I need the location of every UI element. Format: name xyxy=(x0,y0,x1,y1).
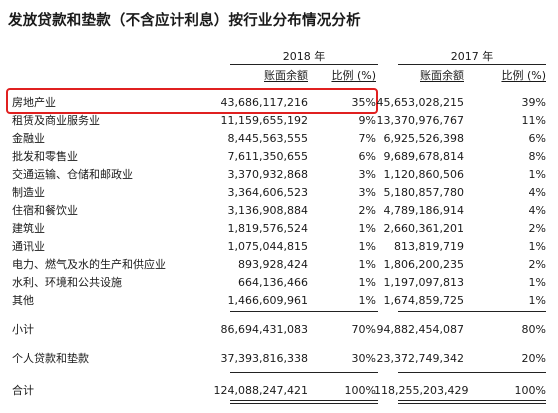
total-rule-2018 xyxy=(230,372,378,373)
subtotal-rule-2017 xyxy=(398,311,546,312)
row-label: 通讯业 xyxy=(12,240,45,253)
year-2018-rule xyxy=(230,64,378,65)
col-balance-2017: 账面余额 xyxy=(420,69,464,82)
balance-2018: 3,136,908,884 xyxy=(227,204,308,217)
ratio-2017: 1% xyxy=(528,240,546,253)
balance-2018: 1,466,609,961 xyxy=(227,294,308,307)
balance-2018: 1,075,044,815 xyxy=(227,240,308,253)
row-label: 交通运输、仓储和邮政业 xyxy=(12,168,133,181)
balance-2018: 11,159,655,192 xyxy=(220,114,308,127)
row-label: 租赁及商业服务业 xyxy=(12,114,100,127)
balance-2018: 124,088,247,421 xyxy=(213,384,308,397)
row-label: 电力、燃气及水的生产和供应业 xyxy=(12,258,166,271)
row-label: 住宿和餐饮业 xyxy=(12,204,78,217)
ratio-2017: 4% xyxy=(528,204,546,217)
ratio-2017: 1% xyxy=(528,168,546,181)
ratio-2017: 39% xyxy=(521,96,546,109)
balance-2018: 664,136,466 xyxy=(238,276,308,289)
total-double-rule-2018-b xyxy=(230,403,378,404)
total-double-rule-2017-b xyxy=(398,403,546,404)
ratio-2018: 30% xyxy=(351,352,376,365)
balance-2017: 1,120,860,506 xyxy=(383,168,464,181)
ratio-2017: 1% xyxy=(528,276,546,289)
row-label: 金融业 xyxy=(12,132,45,145)
balance-2018: 1,819,576,524 xyxy=(227,222,308,235)
row-label: 个人贷款和垫款 xyxy=(12,352,89,365)
balance-2017: 9,689,678,814 xyxy=(383,150,464,163)
total-double-rule-2018-a xyxy=(230,400,378,401)
balance-2018: 8,445,563,555 xyxy=(227,132,308,145)
year-2017-header: 2017 年 xyxy=(450,50,494,63)
year-2017-rule xyxy=(398,64,546,65)
ratio-2017: 100% xyxy=(514,384,546,397)
ratio-2017: 11% xyxy=(521,114,546,127)
row-label: 制造业 xyxy=(12,186,45,199)
ratio-2018: 70% xyxy=(351,323,376,336)
balance-2018: 893,928,424 xyxy=(238,258,308,271)
balance-2017: 1,806,200,235 xyxy=(383,258,464,271)
balance-2018: 3,364,606,523 xyxy=(227,186,308,199)
balance-2018: 7,611,350,655 xyxy=(227,150,308,163)
ratio-2018: 1% xyxy=(358,276,376,289)
total-double-rule-2017-a xyxy=(398,400,546,401)
ratio-2017: 6% xyxy=(528,132,546,145)
balance-2017: 23,372,749,342 xyxy=(376,352,464,365)
ratio-2017: 2% xyxy=(528,222,546,235)
balance-2018: 43,686,117,216 xyxy=(220,96,308,109)
ratio-2018: 100% xyxy=(344,384,376,397)
ratio-2018: 2% xyxy=(358,204,376,217)
col-ratio-2017: 比例 (%) xyxy=(501,69,546,82)
ratio-2018: 1% xyxy=(358,294,376,307)
ratio-2017: 2% xyxy=(528,258,546,271)
ratio-2018: 1% xyxy=(358,222,376,235)
ratio-2018: 7% xyxy=(358,132,376,145)
balance-2017: 1,674,859,725 xyxy=(383,294,464,307)
ratio-2018: 9% xyxy=(358,114,376,127)
ratio-2017: 80% xyxy=(521,323,546,336)
balance-2017: 45,653,028,215 xyxy=(376,96,464,109)
balance-2018: 86,694,431,083 xyxy=(220,323,308,336)
row-label: 批发和零售业 xyxy=(12,150,78,163)
balance-2018: 3,370,932,868 xyxy=(227,168,308,181)
ratio-2017: 20% xyxy=(521,352,546,365)
row-label: 小计 xyxy=(12,323,34,336)
ratio-2017: 4% xyxy=(528,186,546,199)
total-rule-2017 xyxy=(398,372,546,373)
col-balance-2018: 账面余额 xyxy=(264,69,308,82)
balance-2018: 37,393,816,338 xyxy=(220,352,308,365)
balance-2017: 13,370,976,767 xyxy=(376,114,464,127)
ratio-2018: 35% xyxy=(351,96,376,109)
ratio-2018: 3% xyxy=(358,168,376,181)
row-label: 合计 xyxy=(12,384,34,397)
ratio-2018: 1% xyxy=(358,240,376,253)
balance-2017: 6,925,526,398 xyxy=(383,132,464,145)
col-ratio-2018: 比例 (%) xyxy=(331,69,376,82)
balance-2017: 1,197,097,813 xyxy=(383,276,464,289)
year-2018-header: 2018 年 xyxy=(282,50,326,63)
ratio-2017: 8% xyxy=(528,150,546,163)
balance-2017: 813,819,719 xyxy=(394,240,464,253)
balance-2017: 5,180,857,780 xyxy=(383,186,464,199)
row-label: 水利、环境和公共设施 xyxy=(12,276,122,289)
page-title: 发放贷款和垫款（不含应计利息）按行业分布情况分析 xyxy=(8,13,361,29)
row-label: 其他 xyxy=(12,294,34,307)
row-label: 房地产业 xyxy=(12,96,56,109)
highlight-box xyxy=(6,88,378,114)
balance-2017: 4,789,186,914 xyxy=(383,204,464,217)
ratio-2018: 6% xyxy=(358,150,376,163)
balance-2017: 2,660,361,201 xyxy=(383,222,464,235)
ratio-2018: 1% xyxy=(358,258,376,271)
balance-2017: 118,255,203,429 xyxy=(374,384,469,397)
subtotal-rule-2018 xyxy=(230,311,378,312)
row-label: 建筑业 xyxy=(12,222,45,235)
ratio-2018: 3% xyxy=(358,186,376,199)
ratio-2017: 1% xyxy=(528,294,546,307)
balance-2017: 94,882,454,087 xyxy=(376,323,464,336)
